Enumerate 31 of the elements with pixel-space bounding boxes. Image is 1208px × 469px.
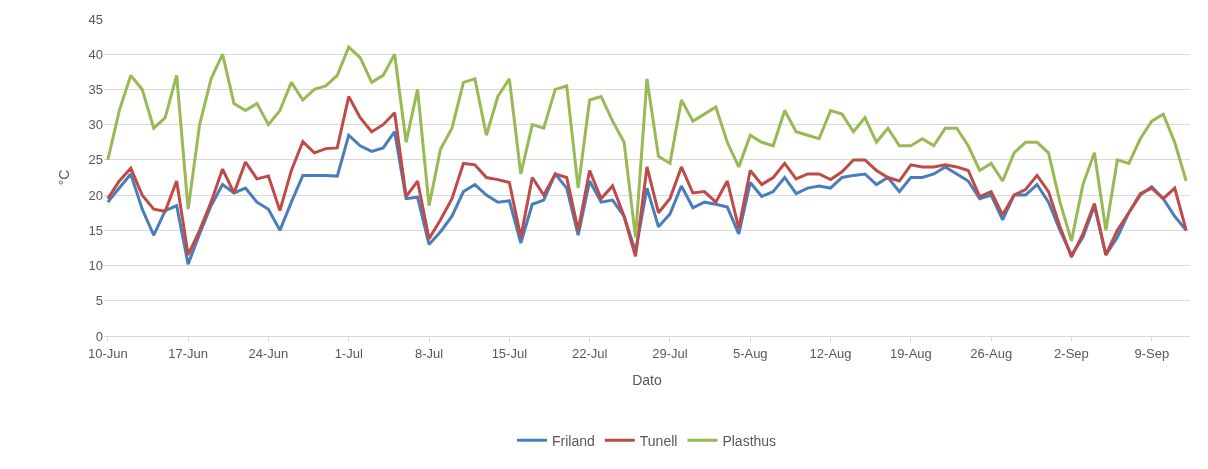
y-tick-label: 40 [88,46,103,62]
x-tick-label: 26-Aug [970,345,1013,361]
legend-label: Plasthus [722,432,777,449]
legend-label: Tunell [639,432,678,449]
y-axis-title: °C [56,169,73,186]
x-tick-label: 2-Sep [1054,345,1089,361]
x-tick-label: 15-Jul [491,345,528,361]
y-tick-label: 5 [95,293,103,309]
x-tick-label: 1-Jul [334,345,363,361]
x-tick-label: 12-Aug [809,345,852,361]
y-tick-label: 20 [88,187,103,203]
y-tick-label: 25 [88,152,103,168]
line-series [106,45,1188,243]
x-tick-label: 22-Jul [571,345,608,361]
y-tick-label: 30 [88,117,103,133]
x-tick-label: 17-Jun [168,345,209,361]
y-tick-label: 45 [88,11,103,27]
y-tick-label: 10 [88,258,103,274]
x-tick-label: 5-Aug [732,345,768,361]
x-tick-label: 29-Jul [652,345,688,361]
line-series [106,94,1188,259]
x-tick-label: 8-Jul [414,345,444,361]
x-tick-label: 24-Jun [248,345,289,361]
x-tick-label: 9-Sep [1134,345,1170,361]
y-tick-label: 0 [95,328,103,344]
x-tick-label: 19-Aug [889,345,932,361]
y-tick-label: 35 [88,81,103,97]
x-tick-label: 10-Jun [87,345,128,361]
legend-label: Friland [552,432,595,449]
y-tick-label: 15 [88,222,103,238]
x-axis-title: Dato [632,371,662,388]
